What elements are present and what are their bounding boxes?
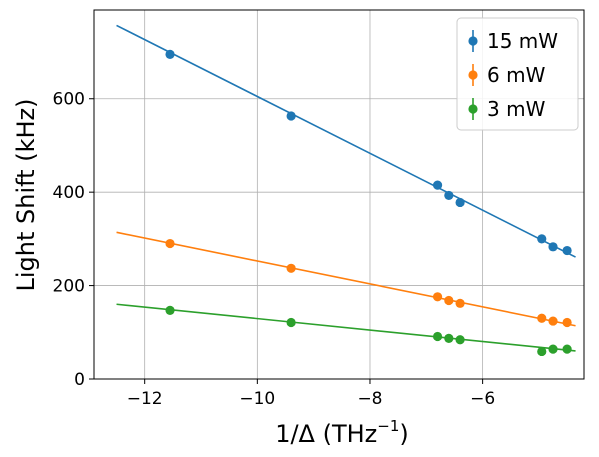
fit-line-series-1 (116, 231, 576, 327)
legend-box (456, 17, 579, 131)
data-point-series-1 (444, 295, 454, 306)
legend-label: 3 mW (487, 97, 546, 121)
data-point-series-0 (562, 245, 572, 256)
fit-line-series-0 (116, 24, 576, 258)
data-points (165, 49, 572, 357)
data-point-series-1 (455, 298, 465, 308)
fit-line-series-2 (116, 303, 576, 352)
data-point-series-0 (432, 180, 443, 190)
data-point-series-1 (562, 317, 572, 328)
x-tick-label: −10 (239, 389, 275, 409)
data-point-series-1 (432, 292, 443, 302)
data-point-series-2 (455, 335, 465, 345)
data-point-series-0 (444, 190, 454, 201)
axis-ticks (89, 98, 484, 384)
y-tick-labels: 0 200 400 600 (53, 90, 85, 390)
data-point-series-0 (165, 49, 175, 59)
data-point-series-2 (165, 305, 175, 315)
data-point-series-0 (548, 242, 558, 252)
y-tick-label: 600 (53, 90, 85, 110)
plot-frame (93, 9, 585, 380)
legend-marker (468, 104, 478, 114)
y-tick-label: 0 (74, 370, 85, 390)
legend: 15 mW 6 mW 3 mW (456, 17, 579, 131)
data-point-series-2 (432, 331, 443, 342)
x-tick-label: −12 (127, 389, 163, 409)
legend-marker (468, 36, 478, 46)
data-point-series-0 (537, 234, 547, 244)
x-tick-labels: −12 −10 −8 −6 (127, 389, 495, 409)
fit-lines (116, 24, 576, 352)
x-tick-label: −8 (357, 389, 382, 409)
legend-label: 6 mW (487, 63, 546, 87)
data-point-series-1 (548, 316, 558, 326)
y-tick-label: 400 (53, 183, 85, 203)
legend-label: 15 mW (487, 29, 558, 53)
data-point-series-1 (286, 263, 296, 273)
data-point-series-0 (455, 197, 465, 208)
data-point-series-1 (165, 238, 175, 249)
data-point-series-2 (537, 346, 547, 357)
data-point-series-2 (548, 344, 558, 354)
x-axis-label: 1/Δ (THz−1) (275, 417, 409, 448)
data-point-series-0 (286, 111, 296, 121)
data-point-series-2 (286, 317, 296, 328)
legend-marker (468, 70, 478, 80)
x-tick-label: −6 (470, 389, 495, 409)
data-point-series-2 (444, 333, 454, 343)
data-point-series-1 (537, 313, 547, 323)
y-tick-label: 200 (53, 277, 85, 297)
data-point-series-2 (562, 344, 572, 354)
y-axis-label: Light Shift (kHz) (12, 99, 40, 292)
